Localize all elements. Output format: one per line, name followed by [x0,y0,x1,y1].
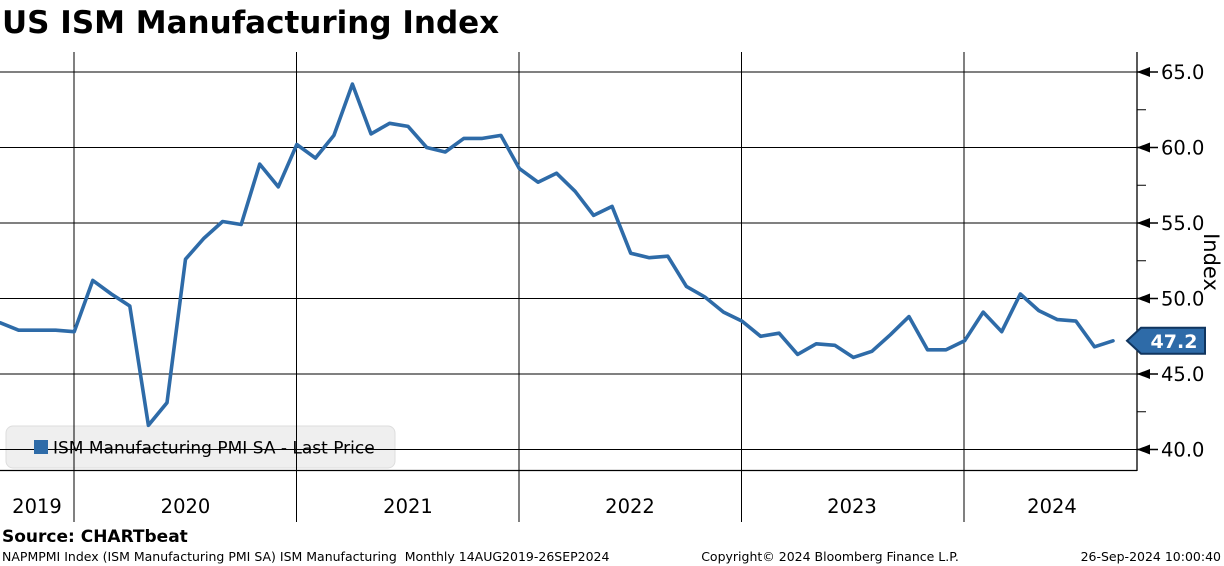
legend-box [5,425,396,469]
x-tick-label: 2023 [827,495,877,518]
x-tick-label: 2020 [161,495,211,518]
footer-copyright: Copyright© 2024 Bloomberg Finance L.P. [701,549,959,564]
y-tick-label: 45.0 [1161,363,1204,386]
x-tick-label: 2021 [383,495,433,518]
y-tick-arrow-icon [1137,67,1150,77]
y-tick-arrow-icon [1137,293,1150,304]
axes [0,52,1158,472]
y-tick-label: 65.0 [1161,61,1204,84]
y-tick-arrow-icon [1137,142,1150,153]
y-tick-label: 60.0 [1161,137,1204,160]
last-price-value: 47.2 [1151,331,1198,353]
y-tick-arrow-icon [1137,369,1150,379]
y-tick-arrow-icon [1137,218,1150,228]
x-tick-label: 2019 [12,495,62,518]
chart-title: US ISM Manufacturing Index [2,5,499,41]
y-tick-label: 50.0 [1161,288,1204,311]
series-layer [0,82,1115,428]
footer-source: Source: CHARTbeat [2,527,188,547]
legend: ISM Manufacturing PMI SA - Last Price [34,439,375,459]
legend-label: ISM Manufacturing PMI SA - Last Price [53,439,375,459]
x-tick-label: 2024 [1027,495,1077,518]
y-axis-title: Index [1199,233,1223,291]
y-tick-label: 55.0 [1161,212,1204,235]
legend-box-layer [5,425,396,469]
y-tick-arrow-icon [1137,444,1150,455]
last-price-tag: 47.2 [1125,326,1206,355]
axis-labels: 65.0 60.0 55.0 50.0 45.0 40.0 2019 2020 2021 2022… [12,61,1204,518]
gridlines [0,52,1137,522]
legend-marker-icon [34,440,48,454]
last-price-tag-shape [1125,326,1206,355]
footer-description: NAPMPMI Index (ISM Manufacturing PMI SA)… [2,549,609,564]
x-tick-label: 2022 [605,495,655,518]
y-tick-label: 40.0 [1161,439,1204,462]
pmi-line-series [0,82,1115,428]
footer-timestamp: 26-Sep-2024 10:00:40 [1081,549,1221,564]
